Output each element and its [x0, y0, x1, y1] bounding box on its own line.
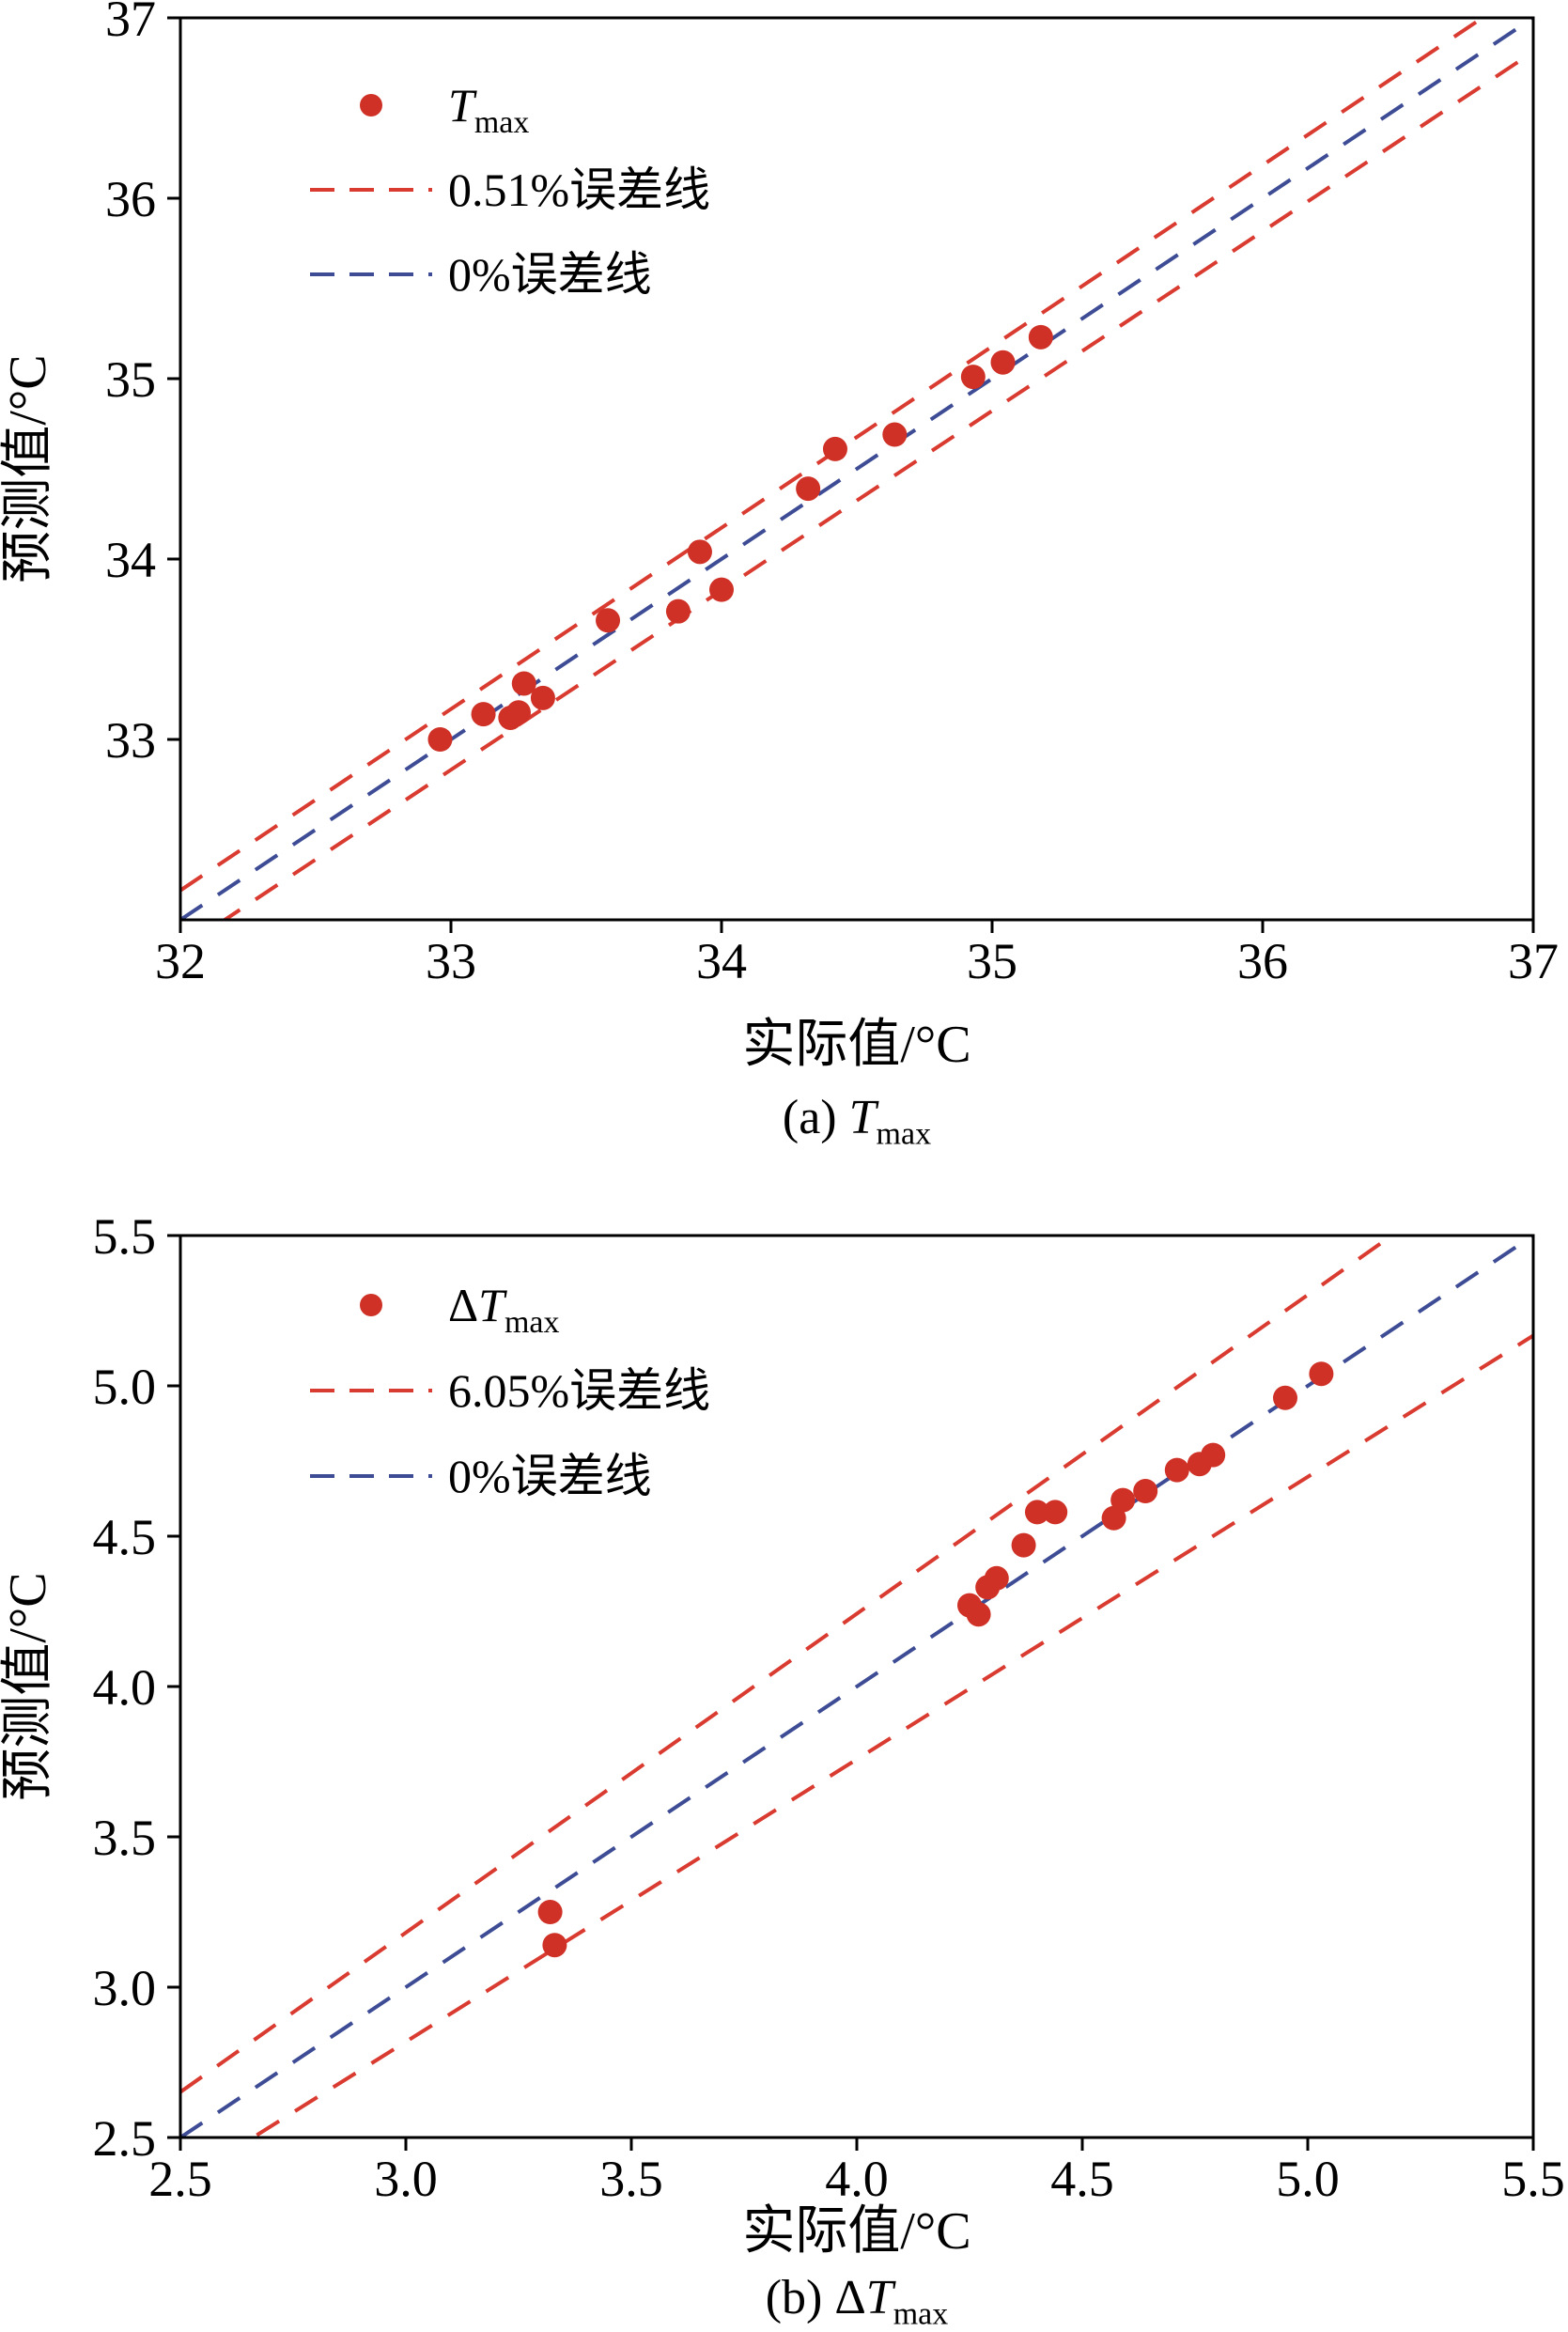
data-point [665, 599, 691, 624]
y-tick-label: 3.5 [93, 1810, 157, 1866]
upper-error-line [180, 1236, 1395, 2094]
zero-error-line [180, 18, 1533, 920]
axis-ticks: 32 33 34 35 36 37 33 34 35 36 37 [105, 0, 1559, 989]
data-point [1164, 1457, 1189, 1483]
y-tick-label: 2.5 [93, 2110, 157, 2167]
data-point [506, 700, 531, 725]
line-layer [180, 1236, 1533, 2138]
data-point [542, 1933, 567, 1958]
y-tick-label: 36 [105, 171, 156, 227]
data-point [1011, 1532, 1036, 1558]
data-point [1025, 1500, 1049, 1525]
y-tick-label: 4.5 [93, 1509, 157, 1565]
x-tick-label: 32 [155, 933, 206, 989]
data-point [427, 727, 453, 752]
chart-b-caption: (b) ΔTmax [180, 2270, 1533, 2332]
data-point [882, 422, 908, 447]
data-point [511, 671, 536, 696]
legend-label: ΔTmax [448, 1279, 560, 1340]
chart-b-canvas: 2.5 3.0 3.5 4.0 4.5 5.0 5.5 2.5 3.0 3.5 4.0 4.5 5.0 5… [0, 1208, 1565, 2261]
data-point [687, 539, 712, 565]
x-tick-label: 5.5 [1501, 2151, 1565, 2207]
data-point [1309, 1361, 1334, 1387]
data-point [822, 436, 847, 461]
y-tick-label: 33 [105, 712, 156, 769]
legend-label: 0.51%误差线 [448, 163, 710, 216]
legend: ΔTmax 6.05%误差线 0%误差线 [310, 1279, 710, 1502]
data-point [984, 1565, 1009, 1591]
legend-label: Tmax [448, 79, 529, 140]
data-point [1110, 1487, 1136, 1513]
x-tick-label: 2.5 [148, 2151, 212, 2207]
data-point [1133, 1479, 1158, 1503]
x-tick-label: 34 [696, 933, 747, 989]
y-axis-label: 预测值/°C [0, 354, 57, 583]
data-point [1028, 324, 1053, 350]
legend-label: 6.05%误差线 [448, 1364, 710, 1417]
data-point [537, 1900, 563, 1924]
caption-a-symbol: T [848, 1091, 877, 1144]
data-point [966, 1602, 991, 1627]
caption-a-subscript: max [876, 1116, 932, 1152]
legend: Tmax 0.51%误差线 0%误差线 [310, 79, 710, 301]
points-layer [537, 1361, 1334, 1958]
y-axis-label: 预测值/°C [0, 1572, 57, 1800]
x-tick-label: 36 [1237, 933, 1288, 989]
y-tick-label: 37 [105, 0, 156, 47]
data-point [1201, 1442, 1226, 1468]
data-point [471, 702, 496, 727]
x-tick-label: 3.0 [374, 2151, 438, 2207]
y-tick-label: 4.0 [93, 1659, 157, 1716]
x-tick-label: 35 [967, 933, 1017, 989]
caption-b-subscript: max [893, 2296, 949, 2332]
zero-error-line [180, 1236, 1533, 2138]
axis-ticks: 2.5 3.0 3.5 4.0 4.5 5.0 5.5 2.5 3.0 3.5 4.0 4.5 5.0 5… [93, 1208, 1565, 2207]
data-point [1273, 1385, 1297, 1410]
x-tick-label: 3.5 [599, 2151, 663, 2207]
points-layer [427, 324, 1053, 752]
caption-a-prefix: (a) [782, 1091, 849, 1144]
y-tick-label: 35 [105, 351, 156, 408]
plot-frame [179, 16, 1535, 922]
data-point [796, 476, 821, 502]
legend-label: 0%误差线 [448, 1450, 652, 1502]
x-axis-label: 实际值/°C [742, 2202, 970, 2261]
line-layer [180, 18, 1533, 920]
data-point [1101, 1505, 1126, 1531]
data-point [990, 350, 1016, 375]
data-point [596, 608, 621, 633]
chart-a-canvas: 32 33 34 35 36 37 33 34 35 36 37 实际值/°C 预测值/°C Tmax 0.… [0, 0, 1559, 1074]
x-tick-label: 5.0 [1276, 2151, 1340, 2207]
x-tick-label: 4.0 [825, 2151, 889, 2207]
x-axis-label: 实际值/°C [742, 1016, 970, 1074]
upper-error-line [180, 18, 1486, 893]
y-tick-label: 5.0 [93, 1359, 157, 1415]
y-tick-label: 34 [105, 532, 156, 588]
y-tick-label: 3.0 [93, 1960, 157, 2016]
x-tick-label: 4.5 [1050, 2151, 1114, 2207]
data-point [709, 577, 734, 602]
legend-point-marker [360, 1294, 382, 1316]
x-tick-label: 33 [426, 933, 476, 989]
caption-b-symbol: T [865, 2271, 893, 2324]
data-point [960, 365, 986, 390]
y-tick-label: 5.5 [93, 1208, 157, 1265]
lower-error-line [249, 1333, 1533, 2138]
legend-label: 0%误差线 [448, 248, 652, 301]
x-tick-label: 37 [1508, 933, 1559, 989]
data-point [1043, 1500, 1068, 1525]
caption-b-prefix: (b) Δ [765, 2271, 866, 2324]
data-point [530, 685, 555, 710]
legend-point-marker [360, 94, 382, 117]
lower-error-line [221, 50, 1533, 920]
chart-a-caption: (a) Tmax [180, 1090, 1533, 1152]
